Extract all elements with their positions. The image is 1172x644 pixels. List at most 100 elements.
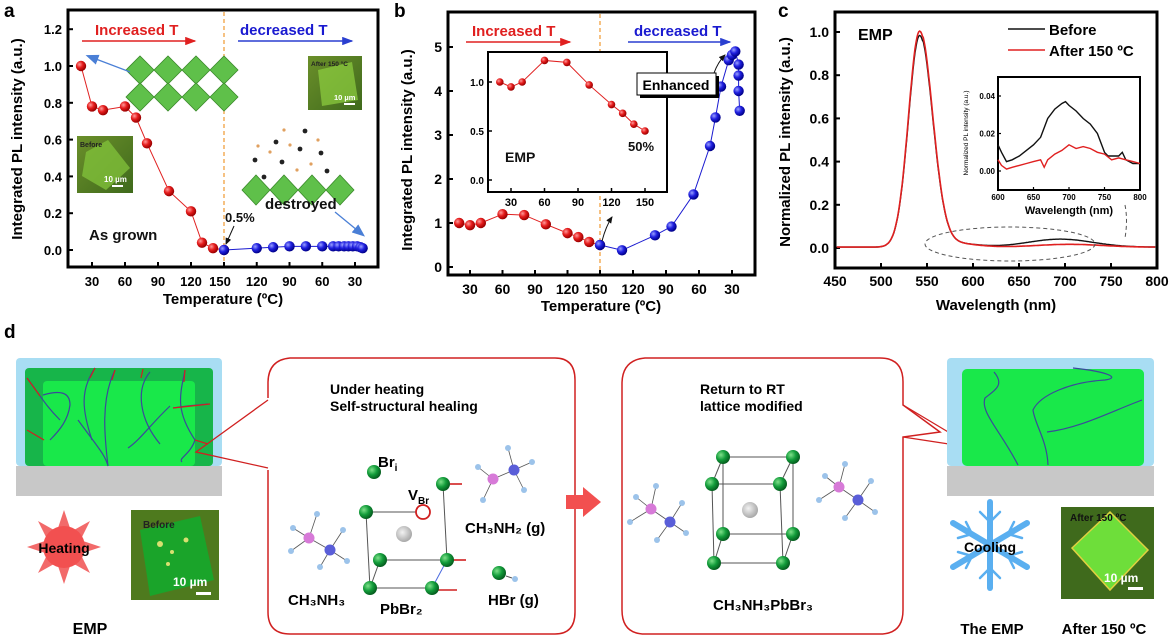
healed-lattice-icon	[705, 450, 800, 570]
destroyed-structure-icon	[241, 128, 355, 206]
x-tick-label: 60	[691, 281, 707, 297]
x-tick-label: 650	[1007, 273, 1031, 289]
x-tick-label: 750	[1099, 273, 1123, 289]
data-point	[300, 241, 312, 252]
scale-label: 10 µm	[1104, 571, 1138, 585]
y-tick-label: 2	[434, 171, 442, 187]
data-point	[594, 239, 606, 251]
film-cracked	[16, 358, 222, 496]
product-label: CH₃NH₃PbBr₃	[713, 597, 813, 614]
y-tick-label: 0.6	[44, 133, 62, 148]
data-point	[207, 242, 219, 254]
percent-label: 0.5%	[225, 210, 255, 225]
as-grown-label: As grown	[89, 227, 157, 244]
methylamine-molecule-icon	[475, 445, 535, 503]
chart-c: EMP 450 500 550 600 650 700 750 800 0.0 0.2 0.4 0.6…	[777, 10, 1169, 314]
panel-label-b: b	[394, 1, 406, 22]
box2-title-line1: Return to RT	[700, 381, 785, 397]
inset-data-point	[641, 127, 649, 135]
micrograph-before: Before 10 µm	[77, 136, 133, 193]
methylammonium-molecule-icon	[816, 461, 878, 521]
data-point	[130, 112, 142, 123]
heating-label: Heating	[38, 540, 89, 556]
right-caption-2: After 150 ºC	[1062, 621, 1147, 638]
inset-spectrum-before	[997, 100, 1140, 165]
x-tick-label: 120	[556, 281, 580, 297]
data-point	[616, 245, 628, 256]
inset-data-point	[563, 58, 571, 67]
callout-box-cooling	[621, 357, 942, 635]
decreased-t-label: decreased T	[634, 23, 722, 40]
x-tick-label: 550	[915, 273, 939, 289]
pointer-arrow	[601, 216, 613, 242]
inset-x-tick-label: 60	[538, 197, 550, 209]
data-point	[475, 217, 487, 229]
cooling-snowflake-icon	[950, 499, 1030, 591]
x-tick-label: 60	[118, 274, 132, 289]
data-point	[119, 101, 131, 112]
perovskite-structure-icon	[125, 55, 239, 112]
plot-frame	[446, 10, 757, 277]
process-arrow-icon	[566, 487, 601, 517]
chart-a: Increased T decreased T Before 10 µm	[9, 8, 380, 308]
data-point	[733, 59, 744, 70]
box1-title-line1: Under heating	[330, 381, 424, 397]
x-tick-label: 120	[180, 274, 202, 289]
increased-t-label: Increased T	[472, 23, 555, 40]
data-point	[688, 189, 699, 200]
inset-x-tick-label: 700	[1062, 193, 1076, 202]
data-point	[733, 85, 744, 97]
data-point	[562, 227, 573, 239]
destroyed-label: destroyed	[265, 196, 337, 213]
inset-x-tick-label: 750	[1098, 193, 1112, 202]
data-point	[218, 244, 230, 256]
data-point	[734, 105, 745, 117]
y-axis-title: Integrated PL intensity (a.u.)	[9, 38, 26, 239]
inset-emp-label: EMP	[505, 149, 535, 165]
box2-title-line2: lattice modified	[700, 398, 803, 414]
zoom-connector	[1124, 204, 1127, 239]
vbr-sub: Br	[418, 496, 429, 507]
y-tick-label: 4	[434, 83, 442, 99]
inset-x-tick-label: 650	[1027, 193, 1041, 202]
y-tick-label: 1	[434, 215, 442, 231]
y-tick-label: 0.0	[810, 240, 830, 256]
inset-x-tick-label: 800	[1133, 193, 1147, 202]
inset-y-tick-label: 0.0	[470, 176, 484, 187]
inset-y-tick-label: 0.04	[979, 92, 995, 101]
data-point	[583, 236, 595, 248]
inset-frame	[997, 76, 1141, 191]
data-point	[97, 104, 109, 116]
inset-data-point	[540, 56, 549, 65]
plot-frame	[833, 10, 1159, 270]
y-tick-label: 1.0	[810, 24, 830, 40]
inset-percent-label: 50%	[628, 139, 654, 154]
x-tick-label: 150	[209, 274, 231, 289]
cooling-label: Cooling	[964, 539, 1016, 555]
inset-y-tick-label: 0.02	[979, 130, 995, 139]
data-point	[666, 221, 677, 232]
hbr-label: HBr (g)	[488, 592, 539, 609]
enhanced-label: Enhanced	[643, 77, 710, 93]
data-point	[163, 185, 175, 197]
methylammonium-molecule-icon	[288, 511, 350, 570]
x-tick-label: 30	[724, 281, 740, 297]
micrograph-after: After 150 ºC 10 µm	[1061, 507, 1154, 599]
data-point	[75, 60, 87, 72]
chart-b: Increased T decreased T 30 60 90 120 150 120 9…	[399, 10, 757, 315]
schematic-d: Under heating Self-structural healing Br…	[16, 357, 1154, 638]
x-tick-label: 600	[961, 273, 985, 289]
after-label: After 150 °C	[311, 60, 348, 68]
ch3nh2-label: CH₃NH₂ (g)	[465, 520, 545, 537]
bri-sub: i	[395, 463, 398, 474]
increased-t-label: Increased T	[95, 22, 178, 39]
scale-label: 10 µm	[104, 175, 127, 184]
y-tick-label: 1.0	[44, 59, 62, 74]
data-point	[453, 217, 465, 229]
ch3nh3-label: CH₃NH₃	[288, 592, 345, 609]
x-tick-label: 60	[495, 281, 511, 297]
legend-after: After 150 ºC	[1049, 43, 1134, 60]
inset-x-tick-label: 150	[636, 197, 654, 209]
chart-title: EMP	[858, 27, 893, 44]
